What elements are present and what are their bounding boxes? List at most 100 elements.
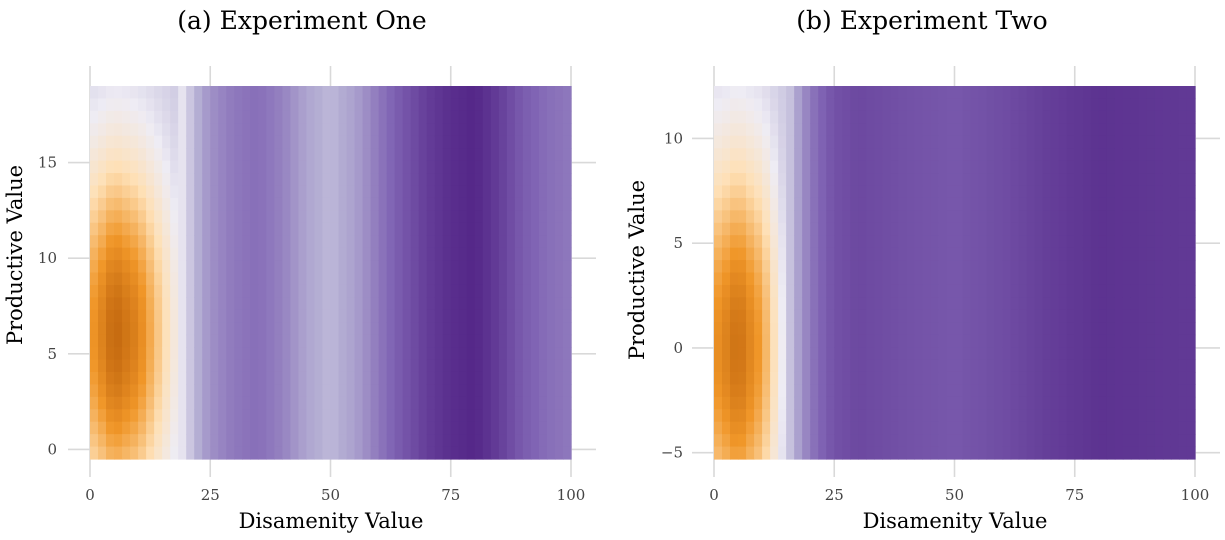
heatmap-cell — [1170, 222, 1180, 236]
heatmap-cell — [946, 272, 956, 286]
heatmap-cell — [138, 396, 147, 410]
heatmap-cell — [338, 409, 348, 423]
heatmap-cell — [970, 347, 980, 361]
heatmap-cell — [306, 421, 316, 435]
heatmap-cell — [394, 309, 404, 323]
heatmap-cell — [162, 123, 171, 137]
heatmap-cell — [274, 86, 283, 100]
heatmap-cell — [538, 284, 548, 298]
heatmap-cell — [498, 421, 508, 435]
heatmap-cell — [242, 160, 251, 174]
heatmap-cell — [530, 235, 540, 249]
heatmap-cell — [498, 297, 508, 311]
heatmap-cell — [978, 247, 988, 261]
heatmap-cell — [1026, 347, 1036, 361]
heatmap-cell — [810, 371, 819, 385]
heatmap-cell — [554, 272, 564, 286]
heatmap-cell — [458, 446, 468, 460]
heatmap-cell — [322, 396, 332, 410]
heatmap-cell — [458, 123, 468, 137]
panel-b-x-axis-label: Disamenity Value — [863, 509, 1048, 533]
heatmap-cell — [746, 409, 755, 423]
heatmap-cell — [810, 322, 819, 336]
heatmap-cell — [906, 235, 916, 249]
heatmap-cell — [314, 322, 324, 336]
heatmap-cell — [122, 384, 131, 398]
heatmap-cell — [178, 297, 187, 311]
heatmap-cell — [426, 110, 436, 124]
heatmap-cell — [1098, 322, 1108, 336]
heatmap-cell — [410, 396, 420, 410]
heatmap-cell — [466, 347, 476, 361]
heatmap-cell — [450, 409, 460, 423]
heatmap-cell — [818, 297, 827, 311]
heatmap-cell — [834, 135, 843, 149]
heatmap-cell — [1186, 272, 1196, 286]
heatmap-cell — [178, 309, 187, 323]
heatmap-cell — [554, 222, 564, 236]
heatmap-cell — [730, 148, 739, 162]
heatmap-cell — [354, 421, 364, 435]
heatmap-cell — [714, 123, 723, 137]
heatmap-cell — [498, 260, 508, 274]
heatmap-cell — [978, 185, 988, 199]
heatmap-cell — [250, 260, 259, 274]
heatmap-cell — [778, 185, 787, 199]
heatmap-cell — [770, 371, 779, 385]
heatmap-cell — [738, 185, 747, 199]
heatmap-cell — [306, 98, 316, 112]
heatmap-cell — [154, 272, 163, 286]
heatmap-cell — [490, 396, 500, 410]
heatmap-cell — [482, 334, 492, 348]
heatmap-cell — [434, 359, 444, 373]
heatmap-cell — [554, 98, 564, 112]
heatmap-cell — [1034, 160, 1044, 174]
heatmap-cell — [482, 135, 492, 149]
heatmap-cell — [530, 110, 540, 124]
heatmap-cell — [1138, 322, 1148, 336]
heatmap-cell — [1146, 135, 1156, 149]
heatmap-cell — [362, 185, 372, 199]
heatmap-cell — [234, 309, 243, 323]
heatmap-cell — [274, 247, 283, 261]
heatmap-cell — [242, 272, 251, 286]
heatmap-cell — [1026, 173, 1036, 187]
heatmap-cell — [218, 309, 227, 323]
heatmap-cell — [466, 371, 476, 385]
heatmap-cell — [474, 210, 484, 224]
heatmap-cell — [154, 347, 163, 361]
heatmap-cell — [1074, 297, 1084, 311]
heatmap-cell — [1010, 384, 1020, 398]
heatmap-cell — [1186, 347, 1196, 361]
heatmap-cell — [794, 197, 803, 211]
heatmap-cell — [1186, 371, 1196, 385]
heatmap-cell — [858, 359, 867, 373]
heatmap-cell — [850, 446, 859, 460]
heatmap-cell — [106, 222, 115, 236]
heatmap-cell — [514, 135, 524, 149]
heatmap-cell — [138, 260, 147, 274]
heatmap-cell — [314, 98, 324, 112]
heatmap-cell — [106, 260, 115, 274]
heatmap-cell — [1034, 421, 1044, 435]
heatmap-cell — [346, 434, 356, 448]
heatmap-cell — [866, 434, 875, 448]
heatmap-cell — [98, 421, 107, 435]
heatmap-cell — [906, 260, 916, 274]
heatmap-cell — [162, 247, 171, 261]
heatmap-cell — [1042, 272, 1052, 286]
heatmap-cell — [226, 222, 235, 236]
heatmap-cell — [482, 322, 492, 336]
heatmap-cell — [370, 247, 380, 261]
heatmap-cell — [930, 272, 940, 286]
heatmap-cell — [466, 123, 476, 137]
heatmap-cell — [794, 235, 803, 249]
heatmap-cell — [778, 247, 787, 261]
heatmap-cell — [418, 235, 428, 249]
heatmap-cell — [890, 371, 899, 385]
heatmap-cell — [346, 446, 356, 460]
heatmap-cell — [418, 260, 428, 274]
heatmap-cell — [842, 173, 851, 187]
heatmap-cell — [482, 309, 492, 323]
heatmap-cell — [202, 334, 211, 348]
